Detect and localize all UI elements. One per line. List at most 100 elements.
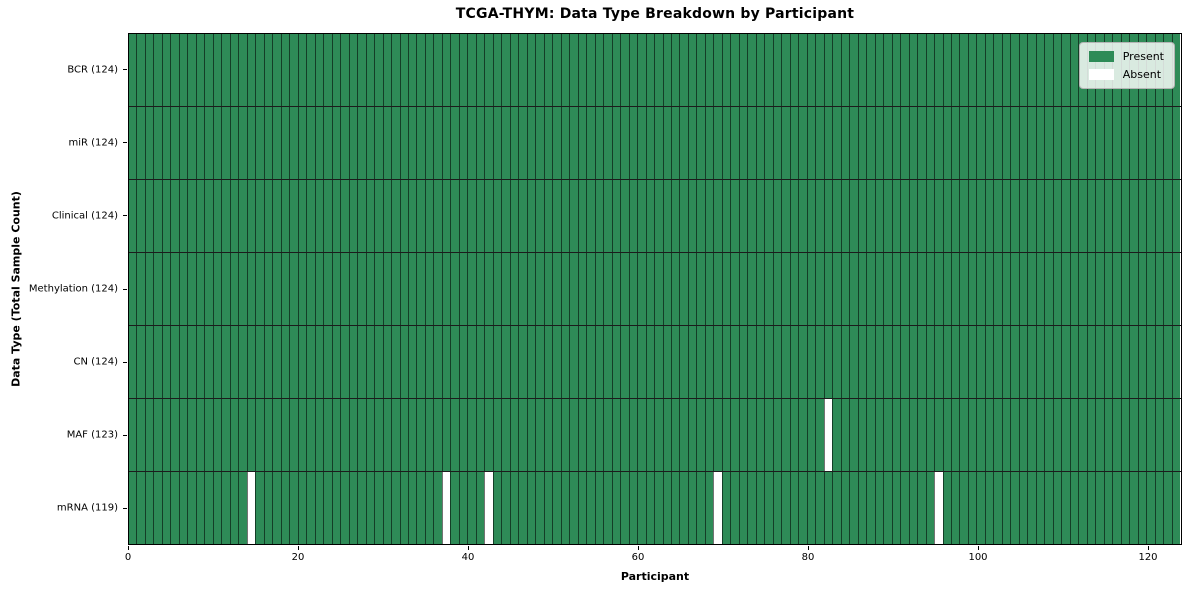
cell-present (238, 107, 247, 179)
cell-present (934, 180, 943, 252)
cell-present (314, 34, 324, 106)
cell-present (900, 180, 909, 252)
cell-present (620, 253, 629, 325)
cell-present (407, 253, 417, 325)
cell-present (306, 34, 315, 106)
cell-present (1137, 472, 1147, 544)
cell-present (730, 107, 739, 179)
x-tick-label: 100 (968, 552, 988, 563)
cell-present (543, 180, 553, 252)
cell-present (900, 253, 909, 325)
cell-present (509, 326, 519, 398)
cell-present (1137, 253, 1147, 325)
cell-present (569, 399, 578, 471)
cell-present (1154, 180, 1164, 252)
cell-present (654, 34, 663, 106)
cell-present (272, 399, 281, 471)
cell-present (781, 34, 790, 106)
cell-present (1061, 107, 1070, 179)
cell-present (212, 253, 222, 325)
cell-present (874, 107, 884, 179)
cell-present (153, 326, 162, 398)
cell-present (289, 399, 298, 471)
cell-present (586, 326, 595, 398)
cell-present (136, 326, 145, 398)
cell-present (1001, 326, 1011, 398)
cell-present (526, 180, 536, 252)
cell-present (144, 180, 154, 252)
cell-present (696, 472, 705, 544)
cell-present (323, 253, 332, 325)
cell-present (357, 34, 366, 106)
cell-present (238, 253, 247, 325)
cell-present (467, 253, 476, 325)
cell-present (238, 399, 247, 471)
cell-present (1171, 399, 1181, 471)
cell-present (204, 180, 213, 252)
cell-present (263, 253, 273, 325)
cell-present (374, 399, 383, 471)
cell-present (713, 180, 722, 252)
cell-present (1078, 253, 1087, 325)
cell-present (535, 253, 544, 325)
cell-present (696, 107, 705, 179)
cell-present (433, 180, 442, 252)
cell-present (628, 326, 638, 398)
cell-present (178, 34, 188, 106)
cell-present (1010, 107, 1019, 179)
cell-present (687, 253, 697, 325)
cell-present (611, 107, 621, 179)
cell-present (874, 399, 884, 471)
cell-present (637, 399, 646, 471)
cell-present (433, 472, 442, 544)
cell-present (178, 107, 188, 179)
cell-present (798, 180, 807, 252)
legend-entry-present: Present (1088, 51, 1164, 62)
cell-present (374, 34, 383, 106)
cell-present (696, 253, 705, 325)
cell-present (823, 253, 833, 325)
cell-present (764, 34, 773, 106)
cell-present (178, 253, 188, 325)
cell-present (1171, 107, 1181, 179)
cell-present (543, 472, 553, 544)
cell-present (1044, 34, 1053, 106)
cell-present (484, 399, 493, 471)
cell-present (1163, 180, 1172, 252)
cell-present (314, 253, 324, 325)
cell-present (925, 107, 935, 179)
cell-present (450, 34, 459, 106)
cell-present (984, 253, 994, 325)
cell-present (1069, 180, 1079, 252)
cell-absent (934, 472, 943, 544)
cell-present (959, 399, 968, 471)
cell-present (340, 180, 349, 252)
cell-present (391, 180, 400, 252)
matrix-row-bcr (129, 34, 1181, 107)
cell-present (1086, 180, 1096, 252)
cell-present (1129, 180, 1138, 252)
x-tick-label: 0 (124, 552, 132, 563)
cell-present (518, 34, 527, 106)
cell-present (950, 34, 960, 106)
cell-present (603, 34, 612, 106)
cell-present (246, 180, 256, 252)
cell-present (671, 180, 680, 252)
cell-present (950, 253, 960, 325)
cell-present (823, 326, 833, 398)
cell-present (569, 326, 578, 398)
cell-present (204, 326, 213, 398)
cell-present (976, 34, 985, 106)
cell-present (789, 472, 799, 544)
cell-present (687, 472, 697, 544)
cell-present (535, 180, 544, 252)
cell-present (950, 107, 960, 179)
cell-present (560, 34, 570, 106)
cell-present (1146, 107, 1155, 179)
cell-present (161, 180, 171, 252)
cell-present (806, 180, 816, 252)
cell-present (170, 399, 179, 471)
cell-present (917, 399, 926, 471)
cell-present (331, 472, 341, 544)
cell-present (654, 253, 663, 325)
